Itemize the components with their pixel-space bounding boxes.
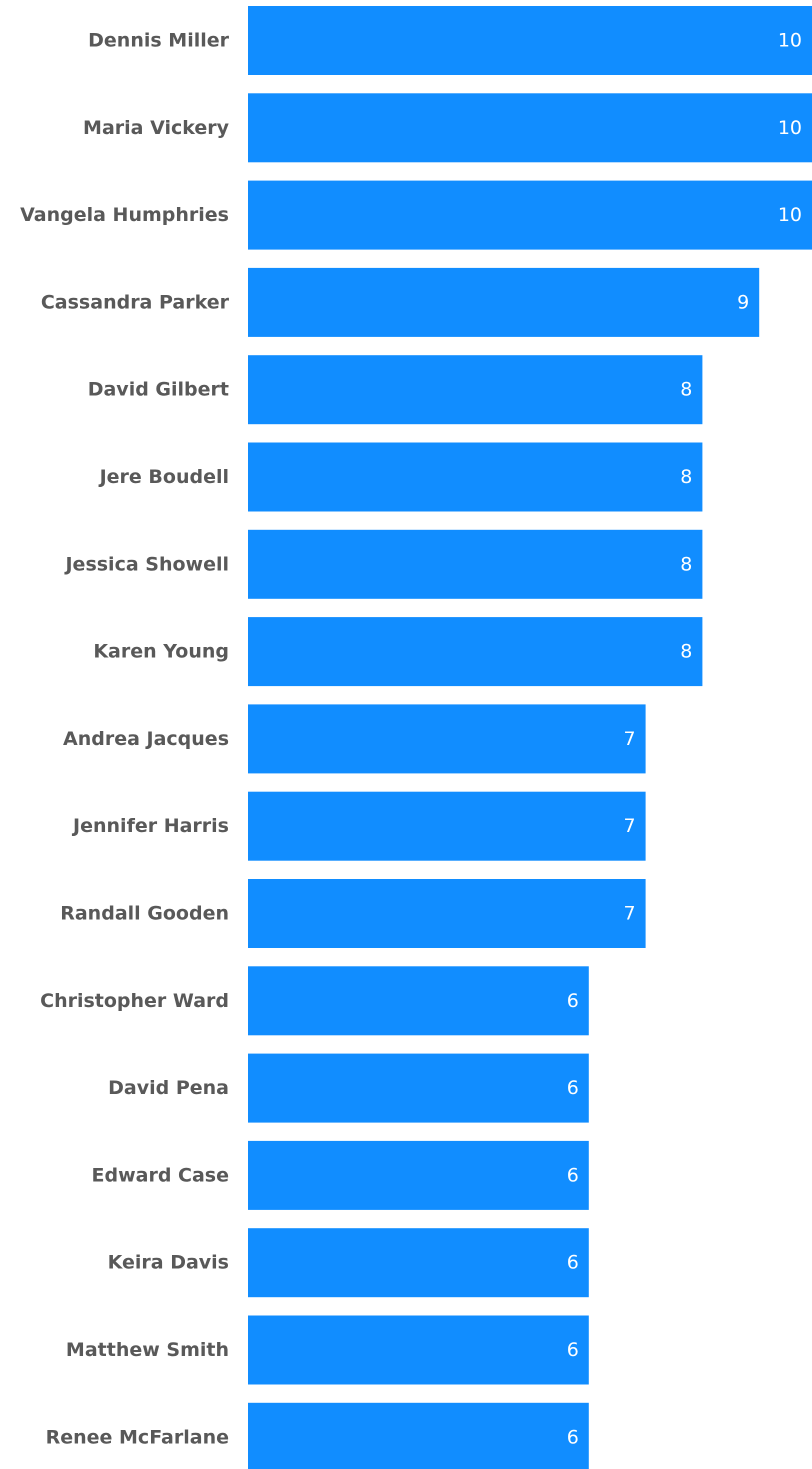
bar [248, 617, 703, 687]
category-label: Cassandra Parker [41, 291, 230, 313]
bar [248, 6, 812, 75]
bar [248, 791, 646, 861]
bar [248, 1053, 589, 1123]
value-label: 6 [567, 1077, 579, 1099]
category-label: Keira Davis [108, 1252, 229, 1274]
value-label: 8 [680, 466, 692, 488]
bar [248, 93, 812, 163]
value-label: 7 [624, 903, 636, 925]
category-labels-group: Dennis Miller Maria Vickery Vangela Humphr… [20, 30, 230, 1449]
value-label: 9 [737, 291, 749, 313]
bar [248, 966, 589, 1036]
category-label: Dennis Miller [88, 30, 229, 52]
bar [248, 1315, 589, 1385]
bar [248, 879, 646, 948]
value-label: 6 [567, 1339, 579, 1361]
value-label: 10 [778, 204, 802, 226]
bar [248, 180, 812, 250]
value-label: 8 [680, 641, 692, 663]
value-label: 6 [567, 1164, 579, 1186]
value-label: 8 [680, 553, 692, 575]
bar [248, 355, 703, 425]
value-label: 10 [778, 117, 802, 139]
category-label: Christopher Ward [40, 990, 229, 1012]
value-labels-group: 10 10 10 9 8 8 8 8 7 7 7 6 6 6 6 6 6 [567, 30, 802, 1449]
category-label: Karen Young [93, 641, 229, 663]
bar [248, 529, 703, 599]
value-label: 10 [778, 30, 802, 52]
bars-group [248, 6, 812, 1469]
category-label: Renee McFarlane [46, 1426, 229, 1448]
bar [248, 704, 646, 774]
category-label: David Pena [108, 1077, 229, 1099]
category-label: Maria Vickery [83, 117, 230, 139]
value-label: 6 [567, 990, 579, 1012]
value-label: 6 [567, 1426, 579, 1448]
category-label: Jessica Showell [63, 553, 229, 575]
category-label: Matthew Smith [66, 1339, 229, 1361]
value-label: 6 [567, 1252, 579, 1274]
bar [248, 267, 760, 337]
category-label: Jere Boudell [98, 466, 229, 488]
bar [248, 1140, 589, 1210]
value-label: 8 [680, 379, 692, 401]
value-label: 7 [624, 815, 636, 837]
value-label: 7 [624, 728, 636, 750]
bar [248, 1228, 589, 1298]
category-label: Andrea Jacques [63, 728, 229, 750]
bar [248, 442, 703, 512]
bar [248, 1402, 589, 1469]
category-label: David Gilbert [88, 379, 229, 401]
category-label: Randall Gooden [60, 903, 229, 925]
category-label: Edward Case [92, 1164, 230, 1186]
category-label: Vangela Humphries [20, 204, 229, 226]
category-label: Jennifer Harris [71, 815, 229, 837]
